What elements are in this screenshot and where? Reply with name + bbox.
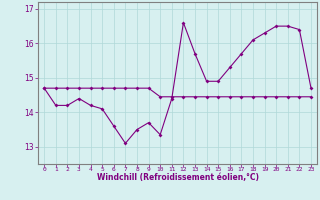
- X-axis label: Windchill (Refroidissement éolien,°C): Windchill (Refroidissement éolien,°C): [97, 173, 259, 182]
